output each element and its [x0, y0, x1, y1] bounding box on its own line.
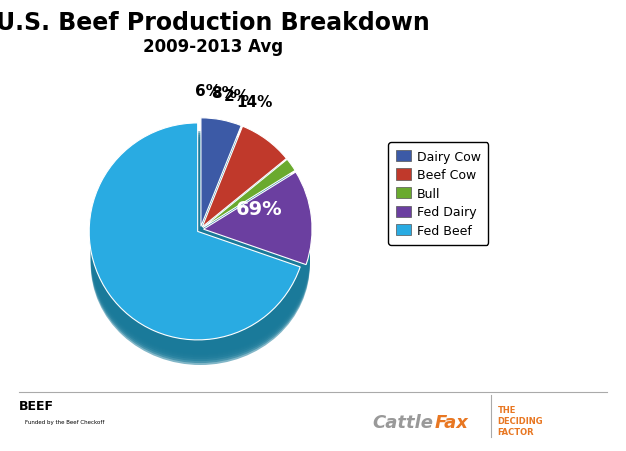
- Ellipse shape: [91, 142, 310, 342]
- Ellipse shape: [91, 149, 310, 350]
- Text: U.S. Beef Production Breakdown: U.S. Beef Production Breakdown: [0, 11, 429, 35]
- Text: 14%: 14%: [237, 95, 273, 110]
- Ellipse shape: [91, 140, 310, 340]
- Legend: Dairy Cow, Beef Cow, Bull, Fed Dairy, Fed Beef: Dairy Cow, Beef Cow, Bull, Fed Dairy, Fe…: [388, 143, 488, 245]
- Ellipse shape: [91, 153, 310, 354]
- Text: 8%: 8%: [212, 86, 237, 101]
- Wedge shape: [202, 127, 287, 227]
- Ellipse shape: [91, 161, 310, 361]
- Ellipse shape: [91, 138, 310, 338]
- Text: FACTOR: FACTOR: [498, 427, 535, 436]
- Ellipse shape: [91, 134, 310, 334]
- Ellipse shape: [91, 152, 310, 352]
- Text: Fax: Fax: [435, 413, 469, 431]
- Wedge shape: [201, 119, 241, 227]
- Ellipse shape: [91, 143, 310, 344]
- Text: DECIDING: DECIDING: [498, 416, 543, 425]
- Ellipse shape: [91, 147, 310, 348]
- Text: THE: THE: [498, 405, 516, 414]
- Text: 2%: 2%: [223, 89, 249, 104]
- Text: 6%: 6%: [195, 84, 220, 99]
- Ellipse shape: [91, 163, 310, 363]
- Text: 2009-2013 Avg: 2009-2013 Avg: [143, 38, 283, 56]
- Ellipse shape: [91, 132, 310, 332]
- Wedge shape: [203, 160, 295, 228]
- Wedge shape: [89, 124, 300, 340]
- Wedge shape: [203, 173, 312, 265]
- Text: 69%: 69%: [236, 199, 282, 218]
- Ellipse shape: [91, 159, 310, 359]
- Ellipse shape: [91, 155, 310, 355]
- Text: Funded by the Beef Checkoff: Funded by the Beef Checkoff: [25, 419, 105, 424]
- Text: BEEF: BEEF: [19, 400, 54, 412]
- Ellipse shape: [91, 146, 310, 346]
- Ellipse shape: [91, 157, 310, 357]
- Ellipse shape: [91, 165, 310, 365]
- Ellipse shape: [91, 136, 310, 336]
- Text: Cattle: Cattle: [372, 413, 433, 431]
